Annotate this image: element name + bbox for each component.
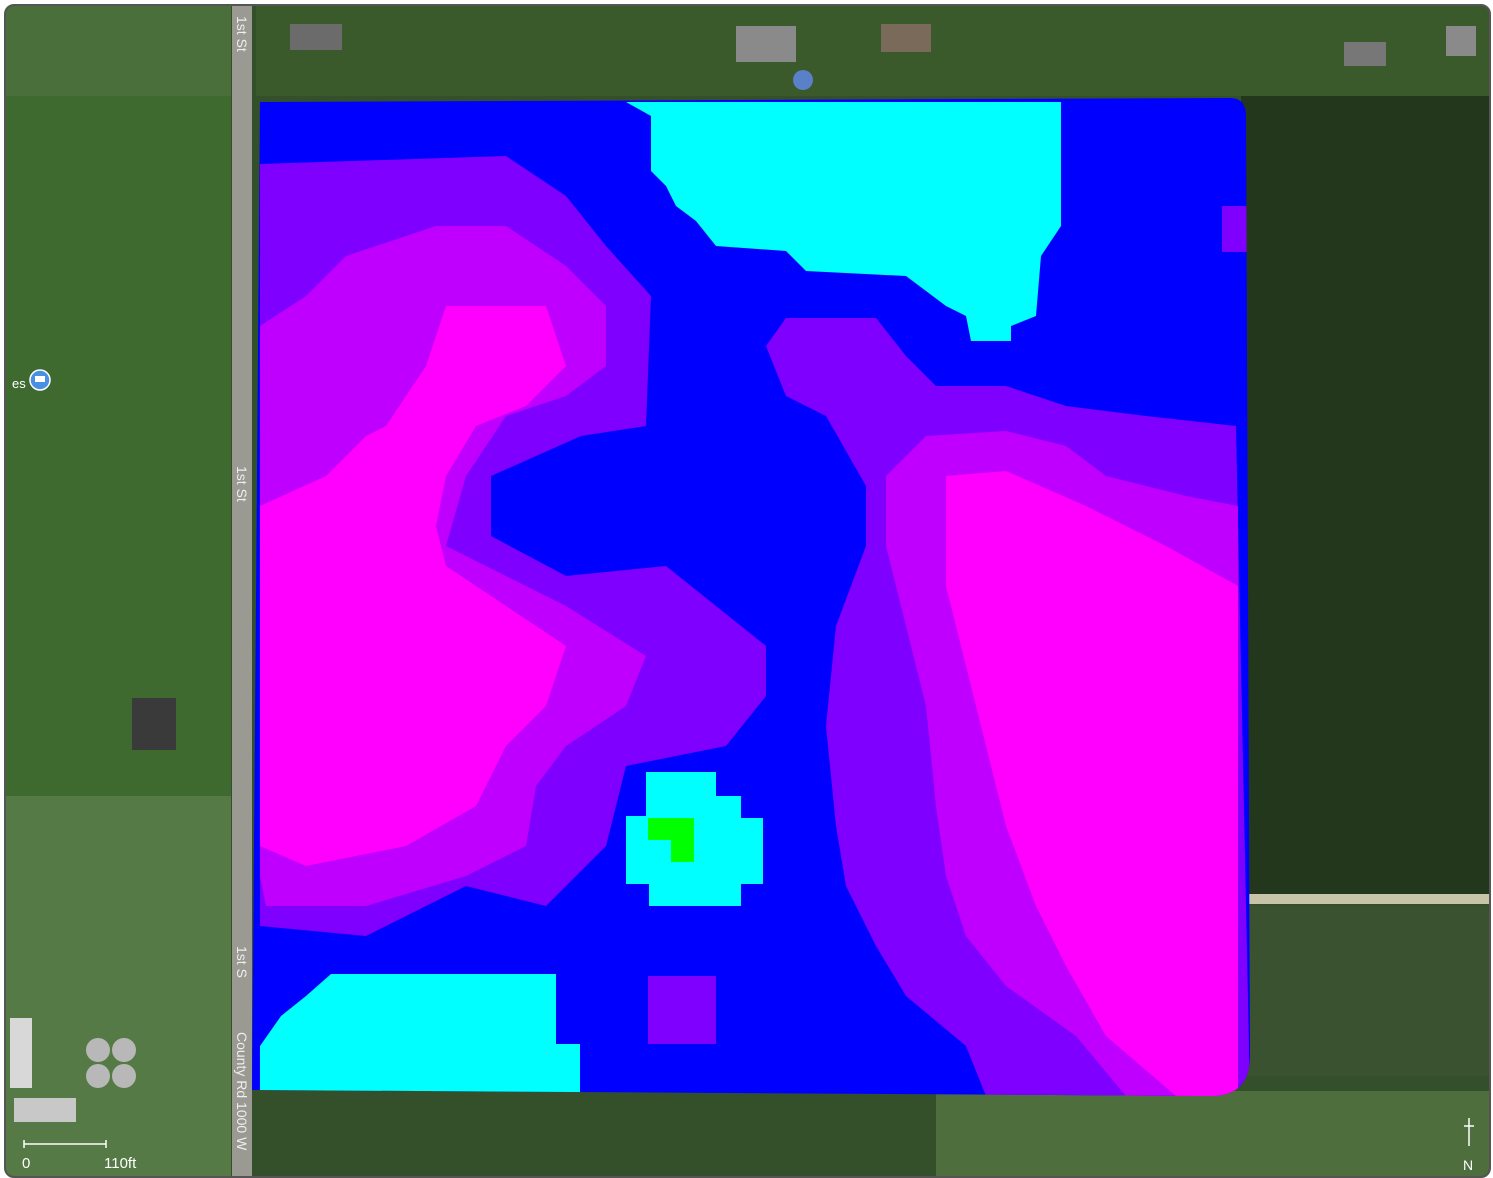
scale-zero: 0	[22, 1155, 30, 1172]
road-label-county: County Rd 1000 W	[234, 1032, 250, 1151]
zone-highest-east	[946, 471, 1238, 1096]
map-view[interactable]: 1st St 1st St 1st S County Rd 1000 W es …	[4, 4, 1491, 1178]
building	[14, 1098, 76, 1122]
zone-highest-west	[260, 306, 566, 866]
north-label: N	[1463, 1157, 1473, 1173]
building	[10, 1018, 32, 1088]
zone-mid-high-patch	[648, 976, 716, 1044]
silo	[86, 1064, 110, 1088]
building	[290, 24, 342, 50]
zone-low-mid-north	[626, 102, 1061, 341]
building	[881, 24, 931, 52]
building	[132, 698, 176, 750]
building	[1446, 26, 1476, 56]
north-arrow-icon: N	[1463, 1118, 1474, 1173]
silo	[112, 1038, 136, 1062]
track	[1241, 894, 1489, 904]
road-labels: 1st St 1st St 1st S County Rd 1000 W	[234, 16, 250, 1151]
pool	[793, 70, 813, 90]
zone-low-center	[648, 818, 694, 862]
road	[232, 6, 252, 1176]
poi-marker[interactable]: es	[12, 369, 51, 391]
map-canvas[interactable]: 1st St 1st St 1st S County Rd 1000 W es …	[6, 6, 1489, 1176]
silo	[112, 1064, 136, 1088]
road-label-top: 1st St	[234, 16, 250, 52]
road-label-middle: 1st St	[234, 466, 250, 502]
zone-low-mid-south	[260, 974, 580, 1096]
zone-mid-high-edge	[1222, 206, 1250, 252]
zone-low-mid-center	[626, 772, 763, 906]
building	[1344, 42, 1386, 66]
building	[736, 26, 796, 62]
road-label-lower: 1st S	[234, 946, 250, 978]
zone-overlay[interactable]	[246, 94, 1256, 1104]
scale-distance: 110ft	[104, 1155, 137, 1172]
place-pin-icon[interactable]	[29, 369, 51, 391]
silo	[86, 1038, 110, 1062]
poi-label: es	[12, 376, 26, 391]
scale-bar: 0 110ft	[22, 1140, 137, 1172]
